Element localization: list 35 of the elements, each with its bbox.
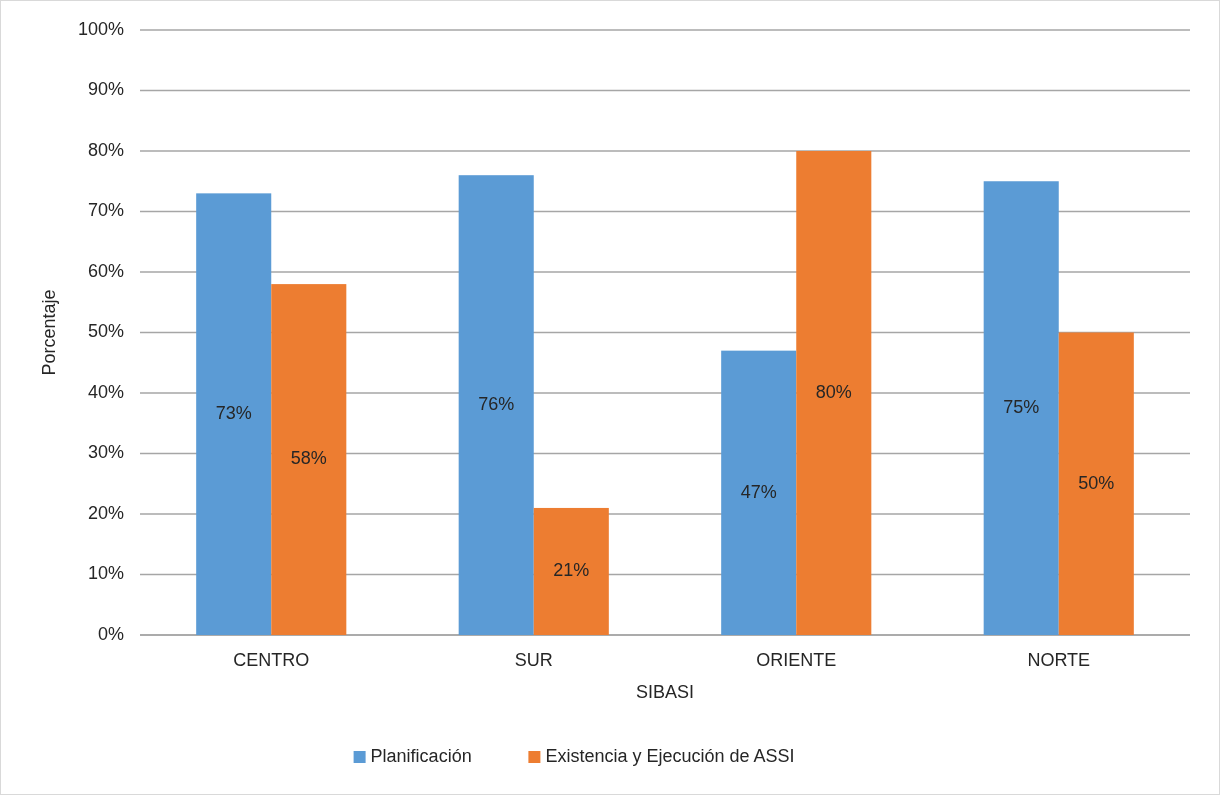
- legend-label: Planificación: [370, 745, 472, 766]
- data-label: 80%: [815, 381, 852, 402]
- y-tick-label: 100%: [77, 18, 124, 39]
- y-tick-label: 10%: [87, 563, 124, 584]
- bar: [796, 151, 872, 635]
- y-tick-label: 80%: [87, 139, 124, 160]
- data-label: 58%: [290, 448, 327, 469]
- y-tick-label: 30%: [87, 442, 124, 463]
- y-tick-label: 90%: [87, 79, 124, 100]
- y-tick-label: 50%: [87, 321, 124, 342]
- y-tick-label: 40%: [87, 381, 124, 402]
- x-tick-label: CENTRO: [233, 649, 310, 670]
- bar: [721, 350, 797, 635]
- y-tick-label: 60%: [87, 260, 124, 281]
- x-axis-title: SIBASI: [635, 681, 695, 702]
- x-tick-label: NORTE: [1027, 649, 1091, 670]
- bar: [1058, 332, 1134, 635]
- x-tick-label: ORIENTE: [756, 649, 837, 670]
- bar: [196, 193, 272, 635]
- y-axis-title: Porcentaje: [38, 289, 59, 376]
- y-tick-label: 0%: [97, 623, 124, 644]
- data-label: 21%: [553, 560, 590, 581]
- bar: [271, 284, 347, 635]
- bar: [533, 507, 609, 635]
- x-tick-label: SUR: [514, 649, 553, 670]
- data-label: 73%: [215, 402, 252, 423]
- bar: [983, 181, 1059, 635]
- data-label: 47%: [740, 481, 777, 502]
- y-tick-label: 20%: [87, 502, 124, 523]
- data-label: 76%: [478, 393, 515, 414]
- data-label: 75%: [1003, 396, 1040, 417]
- data-label: 50%: [1078, 472, 1115, 493]
- bar: [458, 175, 534, 635]
- legend-label: Existencia y Ejecución de ASSI: [545, 745, 795, 766]
- y-tick-label: 70%: [87, 200, 124, 221]
